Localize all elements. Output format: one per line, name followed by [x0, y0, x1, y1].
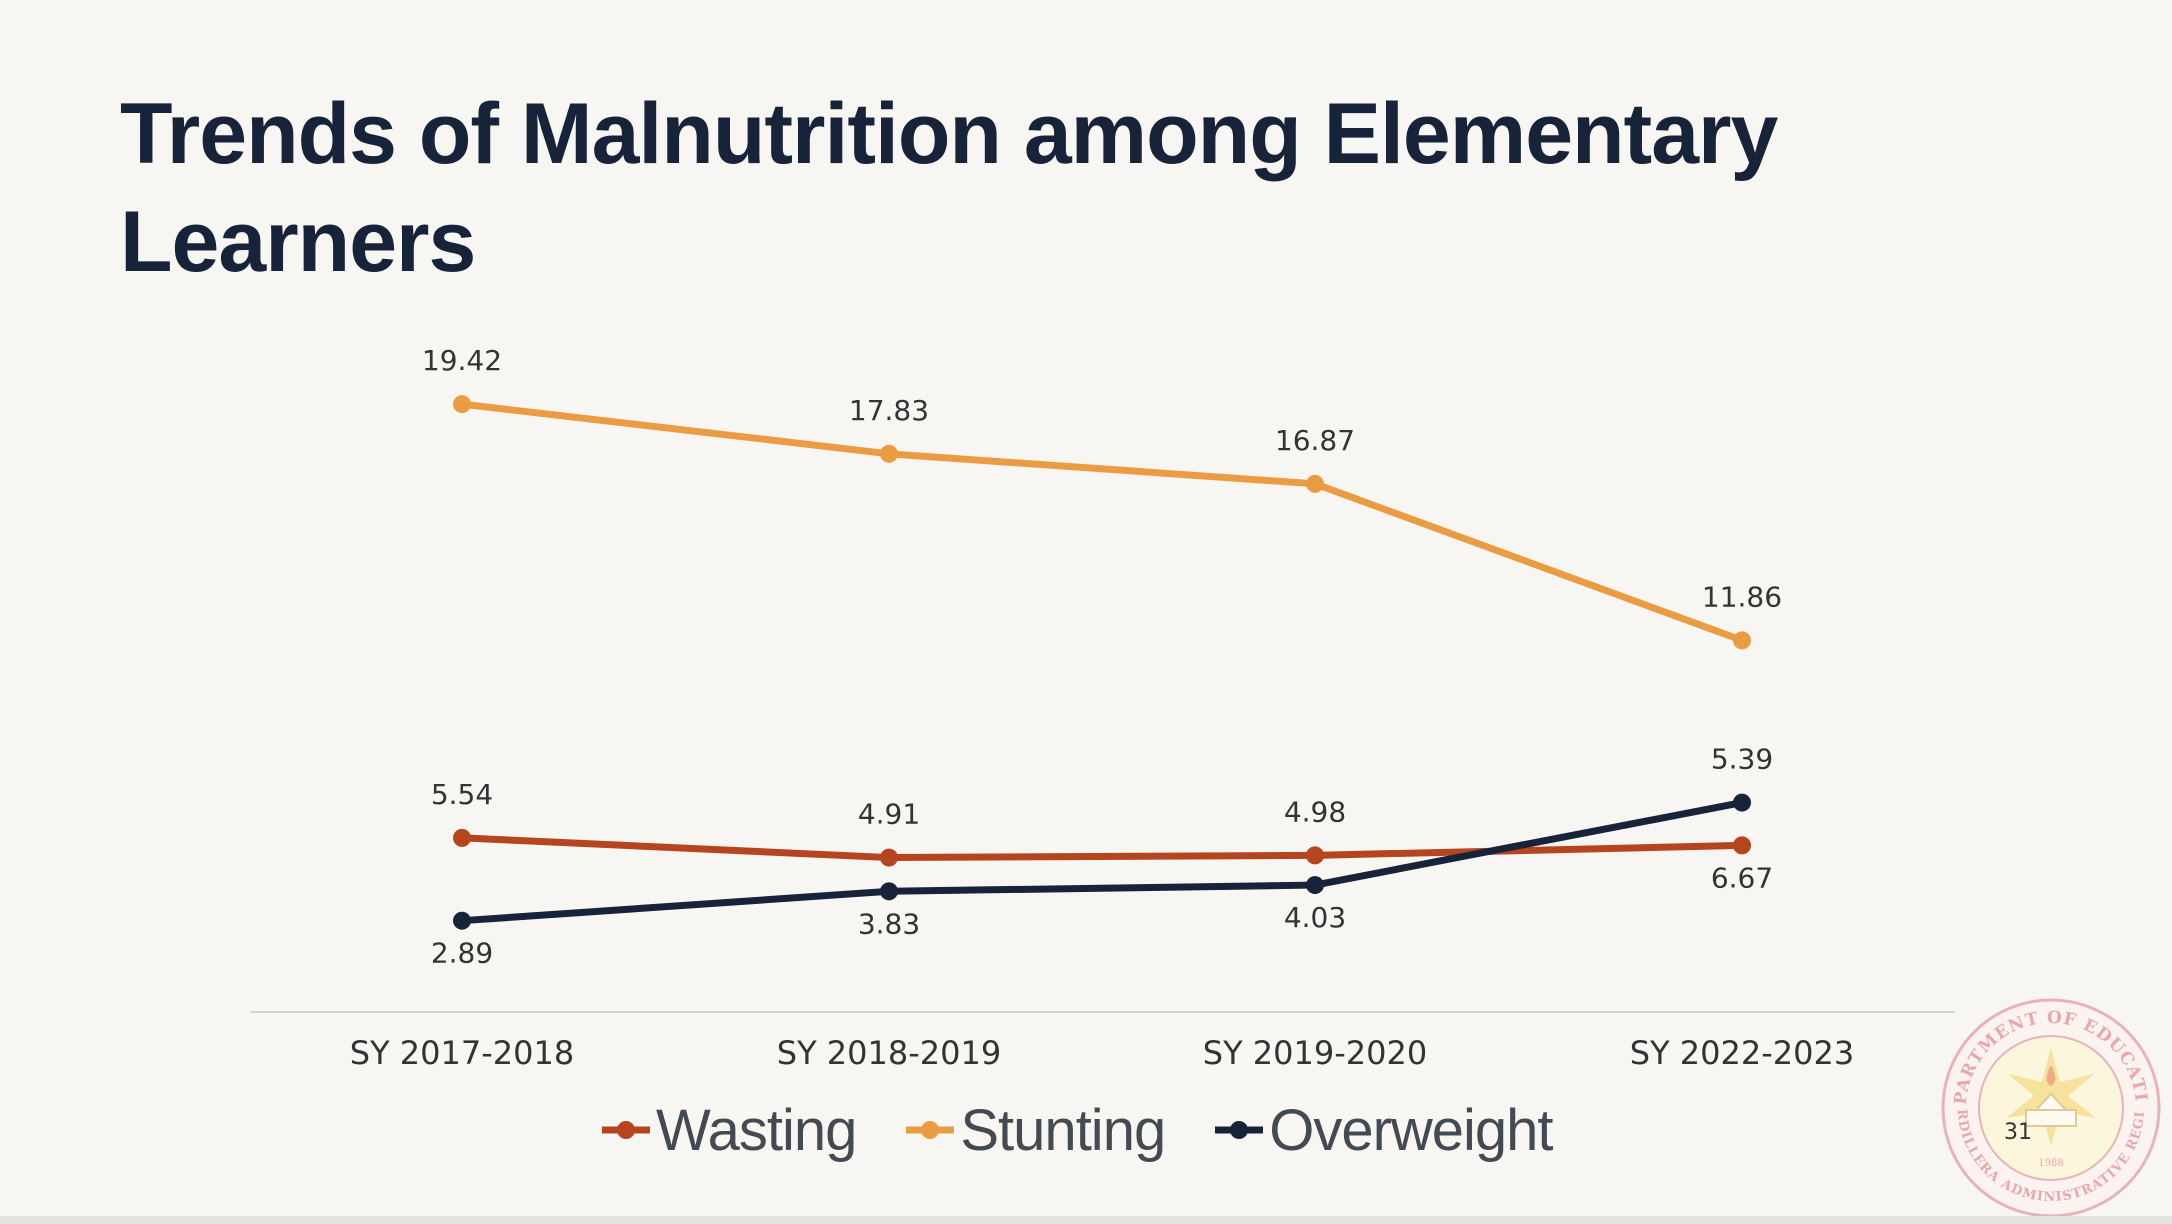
- data-point-stunting[interactable]: [1306, 474, 1324, 493]
- series-line-overweight: [461, 799, 1743, 925]
- data-point-wasting[interactable]: [1306, 846, 1324, 865]
- data-label-stunting: 16.87: [1275, 424, 1355, 457]
- legend-marker-stunting: [906, 1121, 955, 1139]
- slide-title: Trends of Malnutrition among Elementary …: [120, 86, 1778, 290]
- data-point-stunting[interactable]: [1733, 631, 1751, 650]
- x-tick-label: SY 2019-2020: [1203, 1034, 1427, 1072]
- data-point-stunting[interactable]: [880, 444, 898, 463]
- data-label-overweight: 3.83: [858, 907, 920, 940]
- data-label-wasting: 5.54: [431, 778, 493, 811]
- data-label-wasting: 6.67: [1711, 861, 1773, 894]
- legend-marker-wasting: [602, 1121, 650, 1139]
- data-point-stunting[interactable]: [453, 395, 471, 414]
- data-label-overweight: 2.89: [431, 937, 493, 970]
- data-label-stunting: 17.83: [849, 394, 929, 427]
- data-point-overweight[interactable]: [1306, 876, 1324, 895]
- bottom-divider: [0, 1216, 2172, 1224]
- data-point-wasting[interactable]: [1733, 836, 1751, 855]
- series-line-wasting: [461, 834, 1743, 862]
- legend-label-stunting: Stunting: [960, 1097, 1166, 1163]
- page-number: 31: [2004, 1120, 2032, 1145]
- series-line-stunting: [461, 400, 1744, 644]
- chart-legend: Wasting Stunting Overweight: [600, 1090, 1601, 1170]
- data-point-wasting[interactable]: [453, 828, 471, 847]
- legend-item-wasting[interactable]: Wasting: [600, 1097, 857, 1164]
- legend-item-overweight[interactable]: Overweight: [1213, 1097, 1554, 1164]
- legend-item-stunting[interactable]: Stunting: [904, 1097, 1166, 1164]
- x-tick-label: SY 2018-2019: [777, 1034, 1001, 1072]
- legend-label-wasting: Wasting: [656, 1097, 857, 1163]
- data-label-wasting: 4.98: [1284, 795, 1346, 828]
- data-point-wasting[interactable]: [880, 848, 898, 867]
- data-point-overweight[interactable]: [1733, 793, 1751, 812]
- data-label-stunting: 11.86: [1702, 580, 1782, 613]
- data-point-overweight[interactable]: [453, 911, 471, 930]
- seal-year: 1988: [2038, 1158, 2063, 1169]
- legend-marker-overweight: [1215, 1121, 1264, 1139]
- data-label-overweight: 4.03: [1284, 901, 1346, 934]
- x-tick-label: SY 2017-2018: [350, 1034, 574, 1072]
- data-label-stunting: 19.42: [422, 344, 502, 377]
- data-label-overweight: 5.39: [1711, 743, 1773, 776]
- data-label-wasting: 4.91: [858, 798, 920, 831]
- data-point-overweight[interactable]: [880, 882, 898, 901]
- x-tick-label: SY 2022-2023: [1630, 1034, 1854, 1072]
- deped-seal-icon: DEPARTMENT OF EDUCATION CORDILLERA ADMIN…: [1936, 990, 2161, 1218]
- legend-label-overweight: Overweight: [1269, 1097, 1553, 1163]
